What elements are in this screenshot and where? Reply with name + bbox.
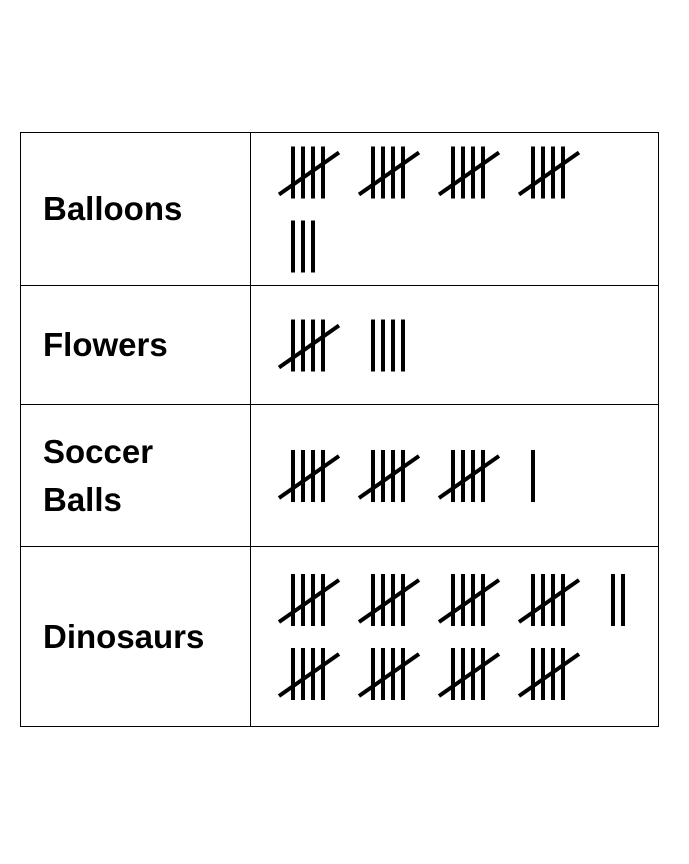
tally-cell <box>250 285 659 405</box>
tally-chart-table: Balloons Flowers Soccer Balls Dinosaurs <box>20 132 659 727</box>
tally-group-of-five <box>277 450 341 502</box>
tally-cross-stroke <box>357 578 421 624</box>
table-row: Dinosaurs <box>20 546 659 727</box>
tally-cross-stroke <box>517 150 581 197</box>
tally-group-of-five <box>517 574 581 626</box>
tally-group-of-five <box>357 648 421 700</box>
category-cell: Balloons <box>20 132 251 286</box>
tally-group <box>611 574 625 626</box>
tally-cell <box>250 546 659 727</box>
tally-group-of-five <box>357 146 421 199</box>
category-label: Dinosaurs <box>43 617 205 655</box>
tally-group-of-five <box>277 146 341 199</box>
tally-group-of-five <box>437 450 501 502</box>
category-cell: Soccer Balls <box>20 404 251 547</box>
tally-cross-stroke <box>517 578 581 624</box>
tally-marks <box>277 146 581 273</box>
tally-group-of-five <box>357 574 421 626</box>
tally-cross-stroke <box>517 652 581 698</box>
tally-cross-stroke <box>277 578 341 624</box>
tally-group-of-five <box>277 574 341 626</box>
tally-group-of-five <box>437 574 501 626</box>
table-row: Flowers <box>20 285 659 405</box>
tally-cross-stroke <box>437 578 501 624</box>
category-cell: Dinosaurs <box>20 546 251 727</box>
tally-group-of-five <box>357 450 421 502</box>
category-label: Flowers <box>43 326 168 363</box>
tally-marks <box>277 450 535 502</box>
tally-cross-stroke <box>437 150 501 197</box>
tally-cross-stroke <box>437 652 501 698</box>
tally-group-of-five <box>517 146 581 199</box>
tally-cross-stroke <box>277 150 341 197</box>
tally-cross-stroke <box>357 652 421 698</box>
tally-cross-stroke <box>437 454 501 500</box>
tally-marks <box>277 574 625 700</box>
tally-group-of-five <box>437 146 501 199</box>
tally-cross-stroke <box>357 150 421 197</box>
tally-group <box>291 220 315 273</box>
tally-group <box>371 319 405 372</box>
tally-cross-stroke <box>277 323 341 370</box>
table-row: Soccer Balls <box>20 404 659 547</box>
category-label: Balloons <box>43 190 183 227</box>
tally-group-of-five <box>277 648 341 700</box>
tally-cross-stroke <box>277 652 341 698</box>
tally-marks <box>277 319 405 372</box>
tally-cell <box>250 132 659 286</box>
tally-cross-stroke <box>277 454 341 500</box>
tally-cross-stroke <box>357 454 421 500</box>
table-row: Balloons <box>20 132 659 286</box>
tally-group-of-five <box>517 648 581 700</box>
tally-group-of-five <box>277 319 341 372</box>
tally-cell <box>250 404 659 547</box>
tally-group-of-five <box>437 648 501 700</box>
category-label: Soccer Balls <box>43 432 154 518</box>
category-cell: Flowers <box>20 285 251 405</box>
